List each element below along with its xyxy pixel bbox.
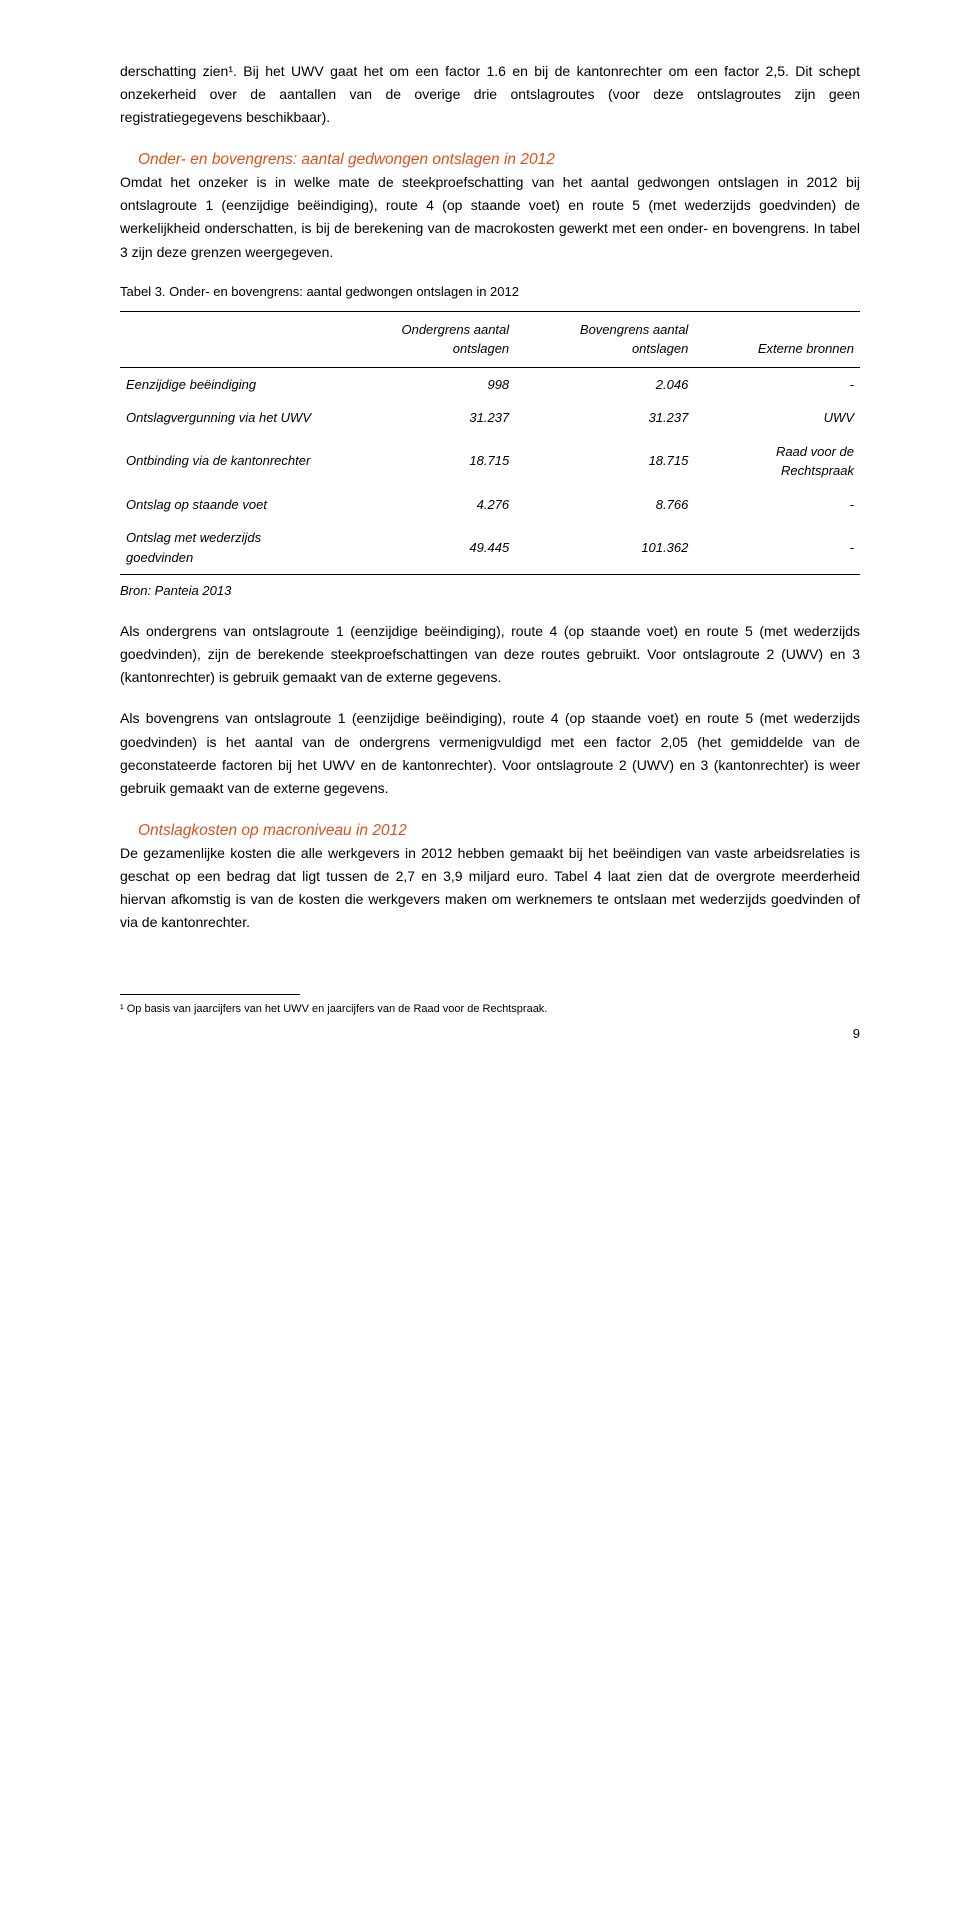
cell-value: - bbox=[694, 521, 860, 574]
table-row: Ontslag met wederzijds goedvinden 49.445… bbox=[120, 521, 860, 574]
footnote-text: ¹ Op basis van jaarcijfers van het UWV e… bbox=[120, 1001, 860, 1018]
cell-value: 18.715 bbox=[515, 435, 694, 488]
cell-value: 4.276 bbox=[337, 488, 515, 522]
paragraph-intro: derschatting zien¹. Bij het UWV gaat het… bbox=[120, 60, 860, 129]
cell-value: 8.766 bbox=[515, 488, 694, 522]
cell-label: Ontslag op staande voet bbox=[120, 488, 337, 522]
cell-value: 101.362 bbox=[515, 521, 694, 574]
col-header-lower: Ondergrens aantal ontslagen bbox=[337, 312, 515, 368]
table-row: Ontbinding via de kantonrechter 18.715 1… bbox=[120, 435, 860, 488]
paragraph-bounds-intro: Omdat het onzeker is in welke mate de st… bbox=[120, 171, 860, 263]
table-caption: Tabel 3. Onder- en bovengrens: aantal ge… bbox=[120, 284, 860, 299]
cell-value: 49.445 bbox=[337, 521, 515, 574]
paragraph-lowerbound: Als ondergrens van ontslagroute 1 (eenzi… bbox=[120, 620, 860, 689]
cell-value: 2.046 bbox=[515, 367, 694, 401]
section-heading-bounds: Onder- en bovengrens: aantal gedwongen o… bbox=[138, 151, 860, 169]
cell-value: - bbox=[694, 488, 860, 522]
cell-value: UWV bbox=[694, 401, 860, 435]
cell-value: 998 bbox=[337, 367, 515, 401]
section-heading-macrocosts: Ontslagkosten op macroniveau in 2012 bbox=[138, 822, 860, 840]
table-row: Ontslag op staande voet 4.276 8.766 - bbox=[120, 488, 860, 522]
paragraph-macrocosts: De gezamenlijke kosten die alle werkgeve… bbox=[120, 842, 860, 934]
cell-label: Ontslagvergunning via het UWV bbox=[120, 401, 337, 435]
data-table: Ondergrens aantal ontslagen Bovengrens a… bbox=[120, 312, 860, 575]
cell-value: 31.237 bbox=[515, 401, 694, 435]
page-number: 9 bbox=[120, 1026, 860, 1041]
cell-value: 18.715 bbox=[337, 435, 515, 488]
footnote-separator bbox=[120, 994, 300, 995]
table-header-row: Ondergrens aantal ontslagen Bovengrens a… bbox=[120, 312, 860, 368]
document-page: derschatting zien¹. Bij het UWV gaat het… bbox=[0, 0, 960, 1081]
table-source: Bron: Panteia 2013 bbox=[120, 583, 860, 598]
paragraph-upperbound: Als bovengrens van ontslagroute 1 (eenzi… bbox=[120, 707, 860, 799]
cell-label: Ontbinding via de kantonrechter bbox=[120, 435, 337, 488]
table-row: Eenzijdige beëindiging 998 2.046 - bbox=[120, 367, 860, 401]
cell-label: Eenzijdige beëindiging bbox=[120, 367, 337, 401]
col-header-upper: Bovengrens aantal ontslagen bbox=[515, 312, 694, 368]
cell-value: Raad voor de Rechtspraak bbox=[694, 435, 860, 488]
table-wrapper: Ondergrens aantal ontslagen Bovengrens a… bbox=[120, 311, 860, 576]
cell-value: - bbox=[694, 367, 860, 401]
col-header-sources: Externe bronnen bbox=[694, 312, 860, 368]
cell-label: Ontslag met wederzijds goedvinden bbox=[120, 521, 337, 574]
col-header-empty bbox=[120, 312, 337, 368]
cell-value: 31.237 bbox=[337, 401, 515, 435]
table-row: Ontslagvergunning via het UWV 31.237 31.… bbox=[120, 401, 860, 435]
